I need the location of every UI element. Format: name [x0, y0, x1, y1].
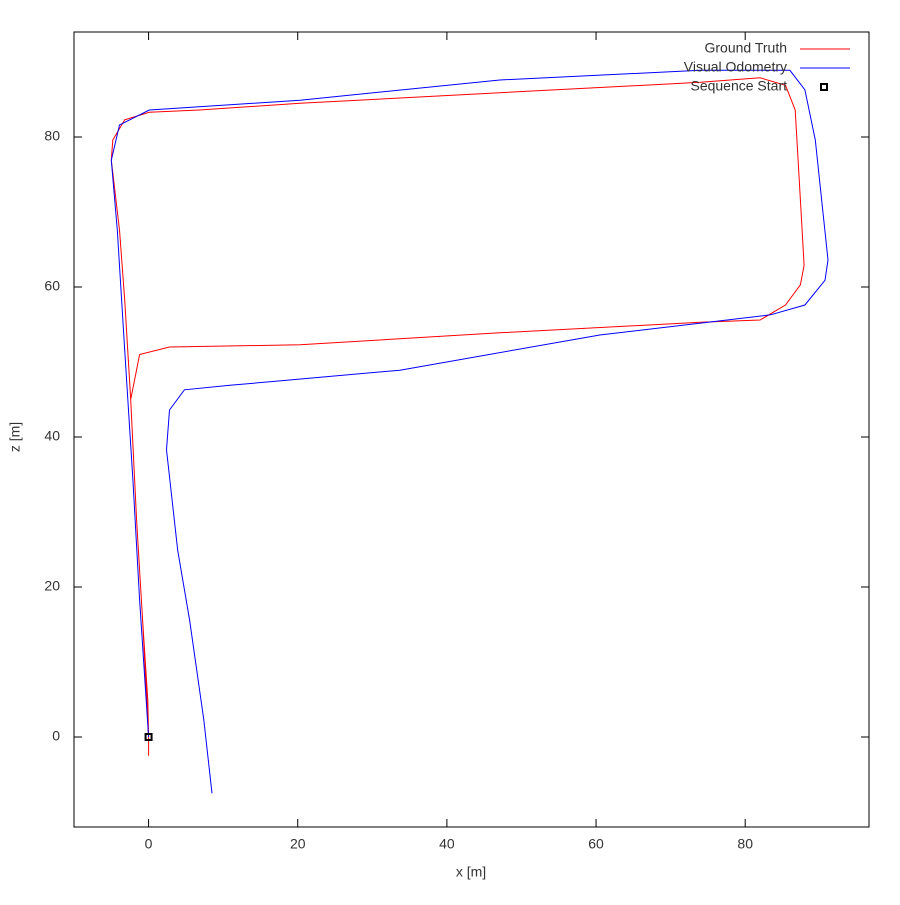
y-axis-label: z [m] [7, 422, 23, 452]
legend-label: Visual Odometry [684, 59, 787, 75]
x-tick-label: 20 [290, 836, 306, 852]
plot-border [73, 31, 870, 828]
trajectory [110, 69, 829, 794]
y-tick-label: 0 [52, 728, 60, 744]
x-tick-label: 0 [145, 836, 153, 852]
x-tick-label: 60 [588, 836, 604, 852]
marker [144, 733, 153, 741]
legend-marker [820, 83, 828, 91]
trajectory [110, 77, 805, 756]
x-tick-label: 80 [737, 836, 753, 852]
x-tick-label: 40 [439, 836, 455, 852]
y-tick-label: 80 [44, 128, 60, 144]
y-tick-label: 40 [44, 428, 60, 444]
legend-label: Ground Truth [705, 40, 788, 56]
x-axis-label: x [m] [456, 864, 486, 880]
y-tick-label: 20 [44, 578, 60, 594]
legend-label: Sequence Start [690, 78, 787, 94]
y-tick-label: 60 [44, 278, 60, 294]
